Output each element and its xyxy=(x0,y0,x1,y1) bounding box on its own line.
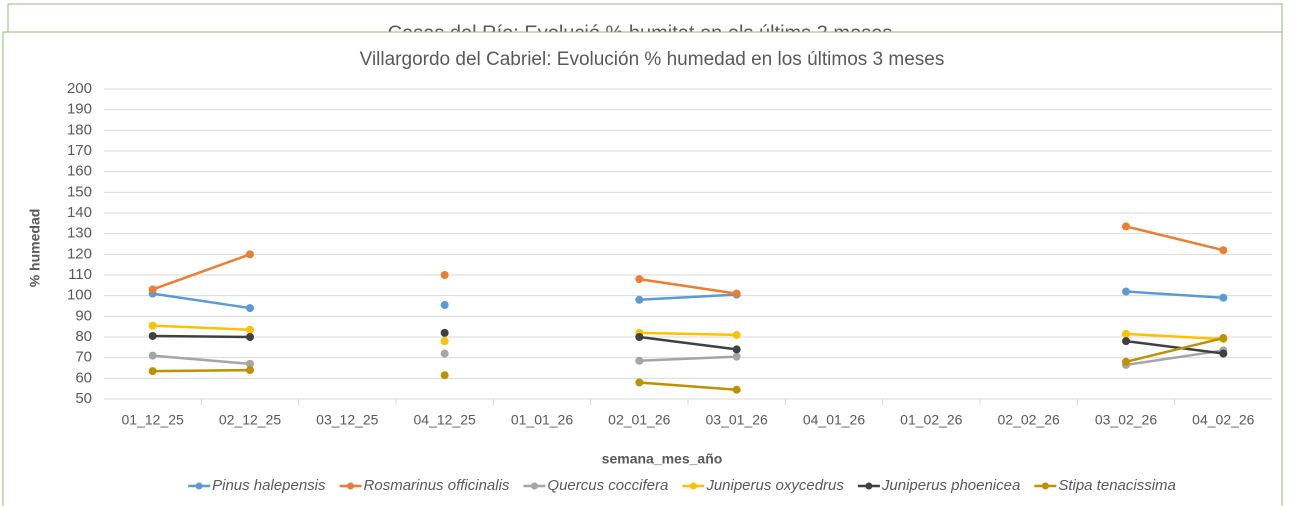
legend-label: Rosmarinus officinalis xyxy=(364,477,510,494)
x-tick-label: 04_02_26 xyxy=(1192,412,1255,428)
point xyxy=(148,331,157,340)
y-tick-label: 190 xyxy=(67,101,92,118)
y-tick-label: 180 xyxy=(67,121,92,138)
point xyxy=(732,289,741,298)
y-tick-label: 80 xyxy=(75,328,92,345)
point xyxy=(246,325,254,334)
point xyxy=(440,349,449,358)
point xyxy=(440,337,449,346)
point xyxy=(148,351,157,360)
legend-label: Juniperus phoenicea xyxy=(881,477,1020,494)
y-tick-label: 200 xyxy=(67,80,92,97)
x-tick-label: 03_02_26 xyxy=(1095,412,1158,428)
point xyxy=(1122,287,1130,296)
y-tick-label: 140 xyxy=(67,204,92,221)
point xyxy=(635,275,644,284)
point xyxy=(1122,329,1130,338)
x-tick-label: 02_02_26 xyxy=(998,412,1061,428)
point xyxy=(1122,337,1130,346)
y-tick-label: 120 xyxy=(67,245,92,262)
y-tick-label: 150 xyxy=(67,183,92,200)
point xyxy=(1219,246,1228,255)
series-line xyxy=(152,334,1224,355)
point xyxy=(440,371,449,380)
x-tick-label: 04_01_26 xyxy=(803,412,866,428)
x-tick-label: 01_02_26 xyxy=(900,412,963,428)
series-line xyxy=(152,290,1224,310)
y-tick-label: 100 xyxy=(67,287,92,304)
legend-label: Stipa tenacissima xyxy=(1058,477,1176,494)
legend-marker xyxy=(195,482,203,490)
legend: Pinus halepensis Rosmarinus officinalis Qu… xyxy=(188,477,1176,494)
legend-marker xyxy=(530,482,538,490)
point xyxy=(1219,334,1228,343)
point xyxy=(732,385,741,394)
legend-marker xyxy=(1041,482,1049,490)
point xyxy=(1122,357,1130,366)
point xyxy=(246,366,254,375)
point xyxy=(635,378,644,387)
x-axis-title: semana_mes_año xyxy=(602,451,723,467)
series-line xyxy=(152,349,1224,367)
y-tick-label: 130 xyxy=(67,225,92,242)
x-tick-label: 03_01_26 xyxy=(706,412,769,428)
x-tick-label: 01_12_25 xyxy=(122,412,185,428)
point xyxy=(732,345,741,354)
y-axis-title: % humedad xyxy=(27,209,43,288)
y-tick-label: 160 xyxy=(67,163,92,180)
point xyxy=(635,295,644,304)
point xyxy=(635,333,644,341)
x-tick-label: 02_01_26 xyxy=(608,412,671,428)
series-line xyxy=(152,225,1224,295)
legend-label: Juniperus oxycedrus xyxy=(705,477,844,494)
legend-marker xyxy=(347,482,355,490)
x-tick-label: 02_12_25 xyxy=(219,412,282,428)
x-tick-label: 04_12_25 xyxy=(414,412,477,428)
chart-title: Villargordo del Cabriel: Evolución % hum… xyxy=(360,49,945,70)
point xyxy=(246,250,254,259)
point xyxy=(440,271,449,279)
x-tick-label: 03_12_25 xyxy=(316,412,379,428)
legend-marker xyxy=(865,482,873,490)
point xyxy=(732,330,741,339)
point xyxy=(148,285,157,294)
point xyxy=(1219,293,1228,302)
point xyxy=(1219,349,1228,358)
point xyxy=(246,359,254,368)
legend-label: Pinus halepensis xyxy=(212,477,326,494)
point xyxy=(440,328,449,337)
legend-marker xyxy=(689,482,697,490)
series-line xyxy=(152,336,1224,391)
legend-label: Quercus coccifera xyxy=(547,477,668,494)
chart-frame xyxy=(2,31,1283,506)
point xyxy=(148,321,157,330)
series-line xyxy=(152,324,1224,341)
point xyxy=(635,356,644,365)
y-tick-label: 90 xyxy=(75,307,92,324)
x-tick-label: 01_01_26 xyxy=(511,412,574,428)
y-tick-label: 110 xyxy=(68,266,92,283)
y-tick-label: 170 xyxy=(67,142,92,159)
point xyxy=(1122,222,1130,231)
point xyxy=(440,300,449,309)
point xyxy=(246,304,254,313)
y-tick-label: 50 xyxy=(75,390,92,407)
y-tick-label: 60 xyxy=(75,369,92,386)
y-tick-label: 70 xyxy=(75,349,92,366)
point xyxy=(732,352,741,361)
point xyxy=(148,367,157,376)
point xyxy=(246,333,254,341)
